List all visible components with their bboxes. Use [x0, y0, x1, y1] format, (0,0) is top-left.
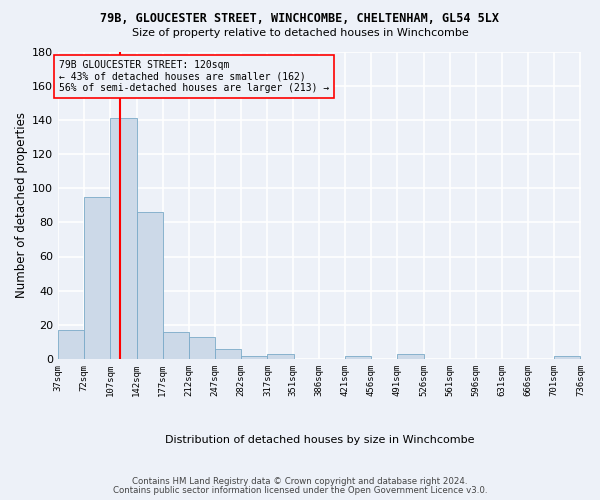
Bar	[163, 332, 189, 359]
Text: Contains HM Land Registry data © Crown copyright and database right 2024.: Contains HM Land Registry data © Crown c…	[132, 477, 468, 486]
Bar	[189, 337, 215, 359]
Bar	[268, 354, 293, 359]
Bar	[554, 356, 580, 359]
Text: Contains public sector information licensed under the Open Government Licence v3: Contains public sector information licen…	[113, 486, 487, 495]
Bar	[345, 356, 371, 359]
Bar	[85, 196, 110, 359]
Bar	[241, 356, 268, 359]
X-axis label: Distribution of detached houses by size in Winchcombe: Distribution of detached houses by size …	[164, 435, 474, 445]
Bar	[58, 330, 85, 359]
Text: Size of property relative to detached houses in Winchcombe: Size of property relative to detached ho…	[131, 28, 469, 38]
Text: 79B GLOUCESTER STREET: 120sqm
← 43% of detached houses are smaller (162)
56% of : 79B GLOUCESTER STREET: 120sqm ← 43% of d…	[59, 60, 329, 93]
Text: 79B, GLOUCESTER STREET, WINCHCOMBE, CHELTENHAM, GL54 5LX: 79B, GLOUCESTER STREET, WINCHCOMBE, CHEL…	[101, 12, 499, 26]
Bar	[110, 118, 137, 359]
Bar	[215, 349, 241, 359]
Bar	[137, 212, 163, 359]
Y-axis label: Number of detached properties: Number of detached properties	[15, 112, 28, 298]
Bar	[397, 354, 424, 359]
